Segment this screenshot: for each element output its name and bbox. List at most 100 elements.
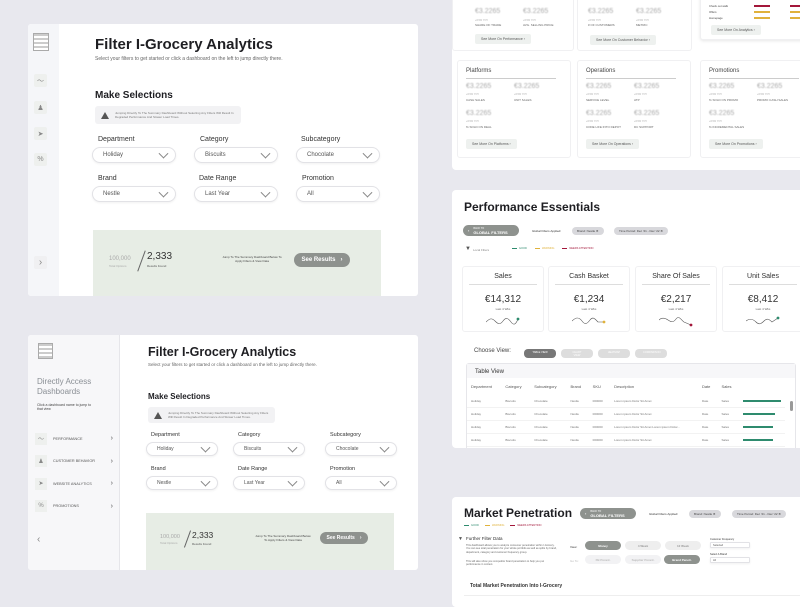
sidebar-item-customer-behavior[interactable]: ♟ CUSTOMER BEHAVIOR › bbox=[35, 455, 113, 468]
back-to-global-filters-button[interactable]: ‹ BACK TO GLOBAL FILTERS bbox=[580, 508, 636, 519]
brand-value: Nestle bbox=[103, 191, 121, 197]
date-range-select[interactable]: Last Year bbox=[233, 476, 305, 490]
close-icon[interactable]: ✕ bbox=[778, 512, 781, 516]
filter-icon[interactable]: ▼ bbox=[458, 536, 463, 542]
see-more-button[interactable]: See More On Customer Behavior › bbox=[590, 35, 656, 45]
table-cell: Biscuits bbox=[501, 446, 531, 448]
kpi-period: Last 4 Wks bbox=[581, 307, 597, 311]
sparkline-line bbox=[571, 317, 604, 324]
kpi-card-share-of-sales[interactable]: Share Of Sales €2,217 Last 4 Wks bbox=[635, 266, 717, 332]
time-filter-chip[interactable]: Time Period: Dec '21 - Dec '22 ✕ bbox=[732, 510, 786, 518]
see-more-label: See More On Customer Behavior bbox=[596, 38, 648, 42]
cursor-icon[interactable]: ➤ bbox=[34, 127, 47, 140]
close-icon[interactable]: ✕ bbox=[713, 512, 716, 516]
legend-label: NEEDS ATTENTION bbox=[569, 247, 594, 250]
column-header[interactable]: Description bbox=[614, 384, 635, 389]
filter-icon[interactable]: ▼ bbox=[465, 246, 471, 252]
metric-delta: +6.5% YOY bbox=[514, 93, 528, 96]
back-to-global-filters-button[interactable]: ‹ BACK TO GLOBAL FILTERS bbox=[463, 225, 519, 236]
category-select[interactable]: Biscuits bbox=[194, 147, 278, 163]
user-icon[interactable]: ♟ bbox=[34, 101, 47, 114]
sales-bar-cell bbox=[739, 395, 785, 408]
close-icon[interactable]: ✕ bbox=[660, 229, 663, 233]
brand-filter-chip[interactable]: Brand: Nestle ✕ bbox=[572, 227, 604, 235]
overview-top-card: €3.2265 +6.5% YOY # OF CUSTOMERS €3.2265 +6.… bbox=[577, 0, 692, 51]
see-more-button[interactable]: See More On Platforms › bbox=[466, 139, 517, 149]
time-filter-chip[interactable]: Time Period: Dec '21 - Dec '22 ✕ bbox=[614, 227, 668, 235]
goto-supplier-button[interactable]: Supplier Penetr. bbox=[625, 555, 661, 564]
kpi-card-sales[interactable]: Sales €14,312 Last 4 Wks bbox=[462, 266, 544, 332]
analytics-row: Homepage bbox=[709, 16, 800, 20]
column-header[interactable]: Sales bbox=[721, 384, 732, 389]
subcategory-select[interactable]: Chocolate bbox=[296, 147, 380, 163]
table-cell: 000000 bbox=[588, 433, 611, 447]
see-more-button[interactable]: See More On Promotions › bbox=[709, 139, 763, 149]
sales-bar bbox=[743, 426, 773, 428]
metric-value: €3.2265 bbox=[588, 8, 614, 15]
promotion-select[interactable]: All bbox=[296, 186, 380, 202]
table-cell: 000000 bbox=[588, 407, 611, 421]
table-scrollbar[interactable] bbox=[790, 401, 793, 411]
metric-label: % SOLD ON PROMO bbox=[709, 98, 739, 102]
trend-icon[interactable]: 〜 bbox=[34, 74, 47, 87]
brand-select[interactable]: Nestle bbox=[146, 476, 218, 490]
column-header[interactable]: Category bbox=[505, 384, 522, 389]
close-icon[interactable]: ✕ bbox=[596, 229, 599, 233]
expand-sidebar-button[interactable]: › bbox=[34, 256, 47, 269]
view-option-chart-view[interactable]: CHART VIEW bbox=[561, 349, 593, 358]
column-header[interactable]: Department bbox=[471, 384, 492, 389]
category-select[interactable]: Biscuits bbox=[233, 442, 305, 456]
column-header[interactable]: Brand bbox=[570, 384, 582, 389]
brand-label: Brand bbox=[151, 466, 166, 472]
percent-icon[interactable]: % bbox=[34, 153, 47, 166]
sidebar-item-performance[interactable]: 〜 PERFORMANCE › bbox=[35, 432, 113, 445]
see-results-button[interactable]: See Results › bbox=[294, 253, 350, 267]
see-more-button[interactable]: See More On Operations › bbox=[586, 139, 640, 149]
collapse-sidebar-button[interactable]: ‹ bbox=[37, 534, 41, 545]
view-money-button[interactable]: Money bbox=[585, 541, 621, 550]
view-label: Money bbox=[598, 543, 608, 548]
column-header[interactable]: Subcategory bbox=[534, 384, 557, 389]
view-4week-button[interactable]: 4 Week bbox=[625, 541, 661, 550]
frequency-select[interactable]: Selected bbox=[710, 542, 750, 548]
brand-filter-chip[interactable]: Brand: Nestle ✕ bbox=[689, 510, 721, 518]
department-select[interactable]: Holiday bbox=[146, 442, 218, 456]
legend-item: GOOD bbox=[512, 247, 527, 250]
overview-card-platforms: Platforms €3.2265 +6.5% YOY CASH SALES €3.22… bbox=[457, 60, 571, 158]
performance-dashboard: Performance Essentials ‹ BACK TO GLOBAL FI… bbox=[452, 190, 800, 448]
table-cell: Sales bbox=[717, 420, 739, 434]
column-header[interactable]: SKU bbox=[592, 384, 601, 389]
metric-label: CASH SALES bbox=[466, 98, 485, 102]
brand-label: Brand bbox=[98, 175, 117, 182]
table-cell: Chocolate bbox=[530, 407, 567, 421]
chevron-down-icon bbox=[200, 442, 211, 453]
promotion-select[interactable]: All bbox=[325, 476, 397, 490]
view-option-comparison[interactable]: COMPARISON bbox=[635, 349, 667, 358]
kpi-card-cash-basket[interactable]: Cash Basket €1,234 Last 4 Wks bbox=[548, 266, 630, 332]
see-more-button[interactable]: See More On Performance › bbox=[475, 34, 531, 44]
brand-select[interactable]: All bbox=[710, 557, 750, 563]
column-header[interactable]: Date bbox=[701, 384, 711, 389]
kpi-period: Last 4 Wks bbox=[755, 307, 771, 311]
view-12week-button[interactable]: 12 Week bbox=[665, 541, 701, 550]
goto-fb-button[interactable]: FB Penetr. bbox=[585, 555, 621, 564]
brand-select[interactable]: Nestle bbox=[92, 186, 176, 202]
kpi-card-unit-sales[interactable]: Unit Sales €8,412 Last 4 Wks bbox=[722, 266, 800, 332]
view-option-heatmap[interactable]: HEATMAP bbox=[598, 349, 630, 358]
chevron-right-icon: › bbox=[110, 480, 113, 487]
view-option-table-view[interactable]: TABLE VIEW bbox=[524, 349, 556, 358]
table-row[interactable]: HolidayBiscuitsChocolateNestle000000Lore… bbox=[467, 446, 785, 448]
subcategory-select[interactable]: Chocolate bbox=[325, 442, 397, 456]
see-results-button[interactable]: See Results › bbox=[320, 532, 368, 544]
sidebar-item-promotions[interactable]: % PROMOTIONS › bbox=[35, 500, 113, 513]
page-title: Filter I-Grocery Analytics bbox=[95, 36, 273, 53]
goto-brand-button[interactable]: Brand Penetr. bbox=[664, 555, 700, 564]
see-more-analytics-button[interactable]: See More On Analytics › bbox=[711, 25, 761, 35]
sidebar-item-website-analytics[interactable]: ➤ WEBSITE ANALYTICS › bbox=[35, 477, 113, 490]
date-range-select[interactable]: Last Year bbox=[194, 186, 278, 202]
department-select[interactable]: Holiday bbox=[92, 147, 176, 163]
